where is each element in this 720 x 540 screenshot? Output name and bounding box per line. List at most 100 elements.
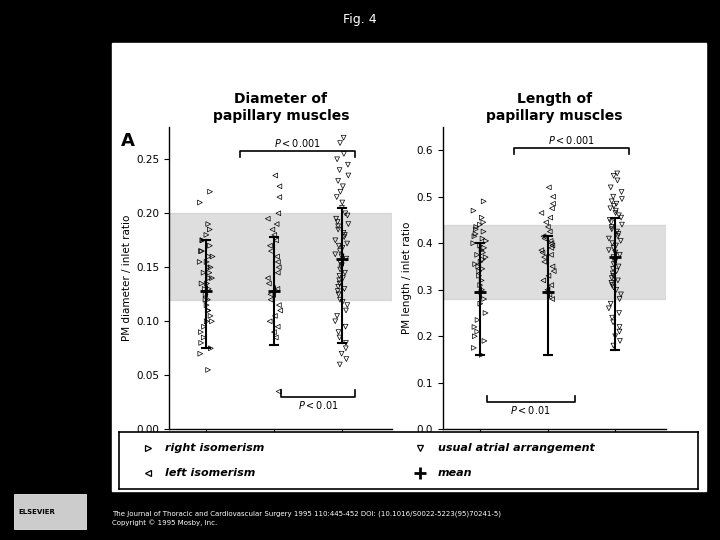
- Point: [610, 255, 621, 264]
- Point: [330, 214, 342, 223]
- Point: [608, 192, 619, 201]
- Point: [269, 171, 281, 180]
- Point: [612, 176, 624, 185]
- Point: [203, 285, 215, 293]
- Point: [469, 260, 481, 268]
- Point: [343, 220, 354, 228]
- Point: [264, 317, 276, 326]
- Point: [468, 343, 480, 352]
- Point: [202, 306, 214, 315]
- Point: [340, 209, 351, 218]
- Text: $P < 0.001$: $P < 0.001$: [274, 137, 321, 148]
- Point: [476, 286, 487, 294]
- Point: [608, 260, 619, 268]
- Y-axis label: PM diameter / inlet ratio: PM diameter / inlet ratio: [122, 215, 132, 341]
- Point: [542, 222, 554, 231]
- Point: [469, 230, 481, 238]
- Point: [468, 206, 480, 215]
- Point: [546, 295, 558, 303]
- Point: [613, 230, 624, 238]
- Point: [544, 227, 556, 236]
- Point: [271, 285, 283, 293]
- Point: [338, 150, 350, 158]
- Point: [341, 306, 352, 315]
- Point: [334, 247, 346, 255]
- Point: [340, 322, 351, 331]
- Point: [536, 248, 548, 257]
- Point: [341, 239, 353, 248]
- Point: [268, 328, 279, 336]
- Point: [273, 301, 284, 309]
- Point: [478, 295, 490, 303]
- Point: [332, 287, 343, 295]
- Text: Fig. 4: Fig. 4: [343, 14, 377, 26]
- Text: ELSEVIER: ELSEVIER: [18, 509, 55, 515]
- Point: [340, 339, 351, 347]
- Point: [338, 228, 349, 237]
- Point: [204, 312, 216, 320]
- Point: [207, 252, 218, 261]
- Y-axis label: PM length / inlet ratio: PM length / inlet ratio: [402, 222, 413, 334]
- Point: [614, 336, 626, 345]
- Point: [330, 317, 341, 326]
- Point: [607, 239, 618, 247]
- Point: [546, 241, 558, 250]
- Text: $P < 0.01$: $P < 0.01$: [297, 399, 338, 411]
- Text: $P < 0.001$: $P < 0.001$: [548, 134, 595, 146]
- Point: [336, 252, 347, 261]
- Point: [271, 236, 282, 245]
- Point: [337, 244, 348, 252]
- Point: [272, 258, 284, 266]
- Point: [474, 258, 486, 266]
- Point: [609, 258, 621, 266]
- Point: [472, 327, 483, 336]
- Point: [196, 247, 207, 255]
- Text: $P < 0.01$: $P < 0.01$: [510, 404, 551, 416]
- Point: [606, 279, 617, 287]
- Point: [201, 258, 212, 266]
- Point: [336, 263, 347, 272]
- Point: [272, 322, 284, 331]
- Bar: [169, 213, 392, 300]
- Point: [543, 183, 554, 192]
- Point: [547, 199, 559, 208]
- Point: [546, 244, 557, 252]
- Point: [265, 295, 276, 304]
- Point: [265, 247, 276, 255]
- Point: [605, 183, 616, 192]
- Text: The Journal of Thoracic and Cardiovascular Surgery 1995 110:445-452 DOI: (10.101: The Journal of Thoracic and Cardiovascul…: [112, 510, 500, 517]
- Point: [336, 261, 348, 269]
- Point: [476, 246, 487, 254]
- Point: [202, 306, 214, 315]
- Point: [614, 251, 626, 259]
- Point: [610, 206, 621, 215]
- Point: [198, 268, 210, 277]
- Point: [605, 204, 616, 213]
- Point: [204, 268, 215, 277]
- Point: [333, 328, 344, 336]
- Point: [201, 231, 212, 239]
- Point: [541, 286, 553, 294]
- Point: [479, 336, 490, 345]
- Point: [603, 246, 615, 254]
- Point: [274, 306, 286, 315]
- Point: [470, 225, 482, 234]
- Point: [474, 299, 486, 308]
- Bar: [443, 225, 666, 299]
- Point: [478, 227, 490, 236]
- Point: [341, 301, 353, 309]
- Text: mean: mean: [438, 468, 472, 478]
- Point: [606, 197, 618, 206]
- Point: [331, 155, 343, 164]
- Point: [195, 339, 207, 347]
- Point: [477, 218, 489, 227]
- Point: [202, 366, 214, 374]
- Point: [262, 274, 274, 282]
- Point: [266, 225, 278, 234]
- Point: [476, 213, 487, 222]
- Point: [206, 317, 217, 326]
- Point: [330, 236, 341, 245]
- Point: [342, 160, 354, 169]
- Point: [480, 309, 491, 318]
- Point: [546, 262, 558, 271]
